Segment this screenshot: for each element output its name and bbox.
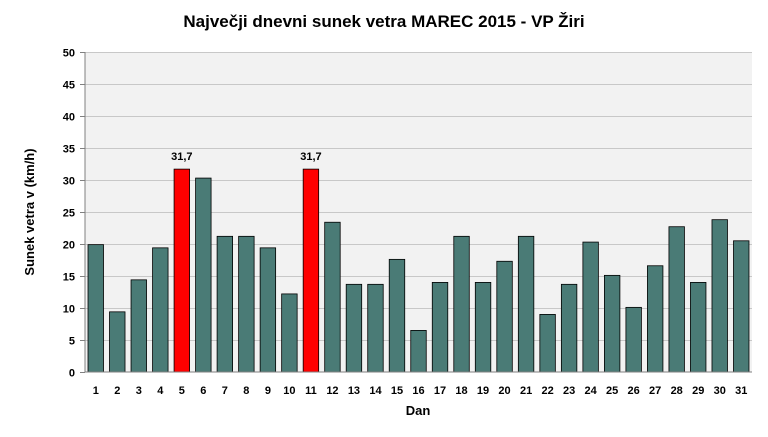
- x-tick-label: 15: [391, 385, 403, 397]
- data-labels: 31,7 31,7: [171, 151, 322, 163]
- x-tick-label: 7: [222, 385, 228, 397]
- bar: [152, 247, 169, 373]
- x-tick-label: 13: [348, 385, 360, 397]
- chart-title: Največji dnevni sunek vetra MAREC 2015 -…: [183, 12, 584, 31]
- bar: [539, 313, 556, 373]
- bar: [733, 240, 750, 373]
- x-tick-label: 2: [114, 385, 120, 397]
- bar: [474, 281, 492, 373]
- bar: [560, 283, 578, 373]
- y-tick-label: 30: [63, 176, 75, 188]
- x-tick-label: 6: [200, 385, 206, 397]
- data-label: 31,7: [171, 151, 192, 163]
- x-axis-ticks: 1 2 3 4 5 6 7 8 9 10 11 12 13 14 15 16 17 18 19 20 21 22 23 24 2…: [93, 385, 748, 397]
- x-tick-label: 14: [369, 385, 382, 397]
- bar: [582, 241, 599, 373]
- x-tick-label: 22: [541, 385, 553, 397]
- x-tick-label: 28: [671, 385, 683, 397]
- x-tick-label: 8: [243, 385, 249, 397]
- x-tick-label: 11: [305, 385, 317, 397]
- x-tick-label: 4: [157, 385, 164, 397]
- bar: [604, 274, 621, 373]
- bar: [647, 265, 664, 373]
- bar: [216, 235, 234, 373]
- x-tick-label: 17: [434, 385, 446, 397]
- y-tick-label: 5: [69, 336, 75, 348]
- bar: [130, 279, 147, 373]
- y-tick-label: 50: [63, 48, 75, 60]
- bar: [668, 226, 685, 373]
- x-tick-label: 30: [714, 385, 726, 397]
- bar: [281, 293, 298, 373]
- bar: [410, 329, 427, 373]
- bar: [388, 258, 406, 373]
- bar: [259, 247, 277, 373]
- bar: [496, 260, 513, 373]
- x-tick-label: 24: [585, 385, 598, 397]
- bar: [431, 281, 449, 373]
- y-tick-label: 0: [69, 368, 75, 380]
- x-tick-label: 21: [520, 385, 532, 397]
- y-tick-label: 15: [63, 272, 75, 284]
- y-tick-label: 25: [63, 208, 75, 220]
- x-tick-label: 31: [735, 385, 747, 397]
- x-tick-label: 5: [179, 385, 185, 397]
- y-tick-label: 10: [63, 304, 75, 316]
- x-tick-label: 3: [136, 385, 142, 397]
- x-tick-label: 23: [563, 385, 575, 397]
- x-axis-label: Dan: [406, 403, 431, 418]
- y-axis-ticks: 0 5 10 15 20 25 30 35 40 45 50: [63, 48, 85, 380]
- bar: [367, 283, 384, 373]
- bar: [345, 283, 363, 373]
- x-tick-label: 16: [412, 385, 424, 397]
- x-tick-label: 25: [606, 385, 618, 397]
- x-tick-label: 10: [283, 385, 295, 397]
- data-label: 31,7: [300, 151, 321, 163]
- bar: [517, 235, 535, 373]
- bar: [109, 311, 126, 373]
- bar: [625, 306, 642, 373]
- bar: [173, 168, 190, 373]
- bar: [87, 244, 104, 373]
- x-tick-label: 27: [649, 385, 661, 397]
- y-tick-label: 45: [63, 80, 75, 92]
- bar: [324, 221, 341, 373]
- y-axis-label: Sunek vetra v (km/h): [22, 148, 37, 275]
- x-tick-label: 18: [455, 385, 467, 397]
- y-tick-label: 40: [63, 112, 75, 124]
- x-tick-label: 9: [265, 385, 271, 397]
- x-tick-label: 1: [93, 385, 99, 397]
- bar: [195, 177, 212, 373]
- bar: [302, 168, 320, 373]
- bar: [690, 281, 707, 373]
- x-tick-label: 29: [692, 385, 704, 397]
- y-tick-label: 20: [63, 240, 75, 252]
- bar: [238, 235, 255, 373]
- bar: [711, 219, 728, 373]
- x-tick-label: 20: [498, 385, 510, 397]
- bar: [453, 235, 470, 373]
- y-tick-label: 35: [63, 144, 75, 156]
- x-tick-label: 26: [628, 385, 640, 397]
- x-tick-label: 19: [477, 385, 489, 397]
- x-tick-label: 12: [326, 385, 338, 397]
